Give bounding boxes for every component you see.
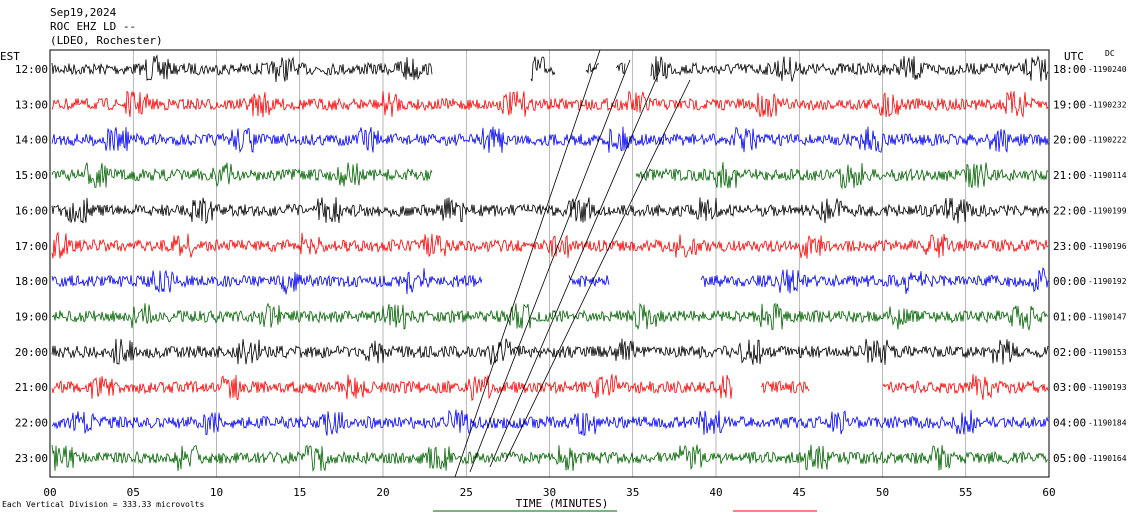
header-date: Sep19,2024	[50, 6, 117, 19]
est-label: 19:00	[15, 310, 48, 323]
x-tick-label: 55	[959, 486, 972, 499]
dc-label: DC	[1105, 49, 1115, 58]
trace	[51, 266, 1049, 295]
dc-value: -1190196	[1088, 242, 1127, 251]
dc-value: -1190240	[1088, 65, 1127, 74]
utc-label: 21:00	[1053, 169, 1086, 182]
dc-value: -1190232	[1088, 100, 1127, 109]
utc-label: 04:00	[1053, 417, 1086, 430]
est-label: 15:00	[15, 169, 48, 182]
utc-label: 05:00	[1053, 452, 1086, 465]
footer: Each Vertical Division = 333.33 microvol…	[2, 500, 204, 509]
dc-value: -1190184	[1088, 419, 1127, 428]
x-tick-label: 60	[1042, 486, 1055, 499]
x-tick-label: 30	[543, 486, 556, 499]
arrival-line	[489, 69, 661, 468]
x-tick-label: 00	[43, 486, 56, 499]
x-tick-label: 45	[793, 486, 806, 499]
x-tick-label: 35	[626, 486, 639, 499]
trace	[51, 409, 1049, 437]
trace	[51, 90, 1049, 118]
x-tick-label: 40	[709, 486, 722, 499]
est-label: 20:00	[15, 346, 48, 359]
est-label: 12:00	[15, 63, 48, 76]
dc-value: -1190199	[1088, 206, 1127, 215]
dc-value: -1190193	[1088, 383, 1127, 392]
trace	[51, 302, 1049, 331]
utc-label: 23:00	[1053, 240, 1086, 253]
dc-value: -1190147	[1088, 312, 1127, 321]
x-axis-label: TIME (MINUTES)	[516, 497, 609, 510]
utc-label: 19:00	[1053, 98, 1086, 111]
dc-value: -1190192	[1088, 277, 1127, 286]
trace	[51, 338, 1049, 365]
plot-frame	[49, 49, 1050, 478]
x-tick-label: 15	[293, 486, 306, 499]
dc-value: -1190164	[1088, 454, 1127, 463]
header-location: (LDEO, Rochester)	[50, 34, 163, 47]
est-label: 16:00	[15, 204, 48, 217]
est-label: 14:00	[15, 134, 48, 147]
trace	[51, 231, 1049, 259]
trace	[51, 162, 1049, 190]
dc-value: -1190114	[1088, 171, 1127, 180]
x-tick-label: 20	[376, 486, 389, 499]
utc-label: 20:00	[1053, 134, 1086, 147]
trace	[51, 374, 1049, 402]
utc-label: 01:00	[1053, 310, 1086, 323]
est-label: 21:00	[15, 381, 48, 394]
utc-label: 22:00	[1053, 204, 1086, 217]
utc-label: 00:00	[1053, 275, 1086, 288]
utc-label: 03:00	[1053, 381, 1086, 394]
x-tick-label: 10	[210, 486, 223, 499]
x-tick-label: 05	[127, 486, 140, 499]
header-station: ROC EHZ LD --	[50, 20, 136, 33]
est-label: 22:00	[15, 417, 48, 430]
est-label: 23:00	[15, 452, 48, 465]
trace	[51, 126, 1049, 154]
dc-value: -1190153	[1088, 348, 1127, 357]
arrival-line	[454, 49, 601, 478]
est-label: 18:00	[15, 275, 48, 288]
arrival-line	[469, 59, 631, 473]
utc-label: 18:00	[1053, 63, 1086, 76]
right-title: UTC	[1064, 50, 1084, 63]
dc-value: -1190222	[1088, 136, 1127, 145]
trace	[51, 444, 1049, 472]
x-tick-label: 25	[460, 486, 473, 499]
trace	[51, 197, 1049, 225]
est-label: 17:00	[15, 240, 48, 253]
arrival-line	[504, 79, 691, 463]
x-tick-label: 50	[876, 486, 889, 499]
utc-label: 02:00	[1053, 346, 1086, 359]
est-label: 13:00	[15, 98, 48, 111]
trace	[51, 54, 1049, 83]
left-title: EST	[0, 50, 20, 63]
